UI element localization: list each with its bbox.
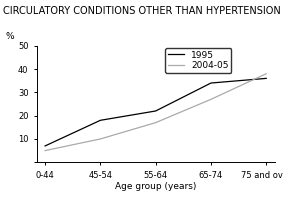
Line: 2004-05: 2004-05	[45, 74, 266, 151]
1995	[154, 110, 157, 112]
Line: 1995: 1995	[45, 78, 266, 146]
Legend: 1995, 2004-05: 1995, 2004-05	[165, 48, 231, 73]
2004-05	[99, 138, 102, 140]
X-axis label: Age group (years): Age group (years)	[115, 182, 196, 191]
2004-05	[265, 72, 268, 75]
1995	[209, 82, 213, 84]
1995	[99, 119, 102, 121]
Text: %: %	[6, 32, 14, 41]
2004-05	[154, 121, 157, 124]
1995	[265, 77, 268, 80]
2004-05	[43, 149, 47, 152]
Text: CIRCULATORY CONDITIONS OTHER THAN HYPERTENSION: CIRCULATORY CONDITIONS OTHER THAN HYPERT…	[3, 6, 280, 16]
2004-05	[209, 98, 213, 101]
1995	[43, 145, 47, 147]
